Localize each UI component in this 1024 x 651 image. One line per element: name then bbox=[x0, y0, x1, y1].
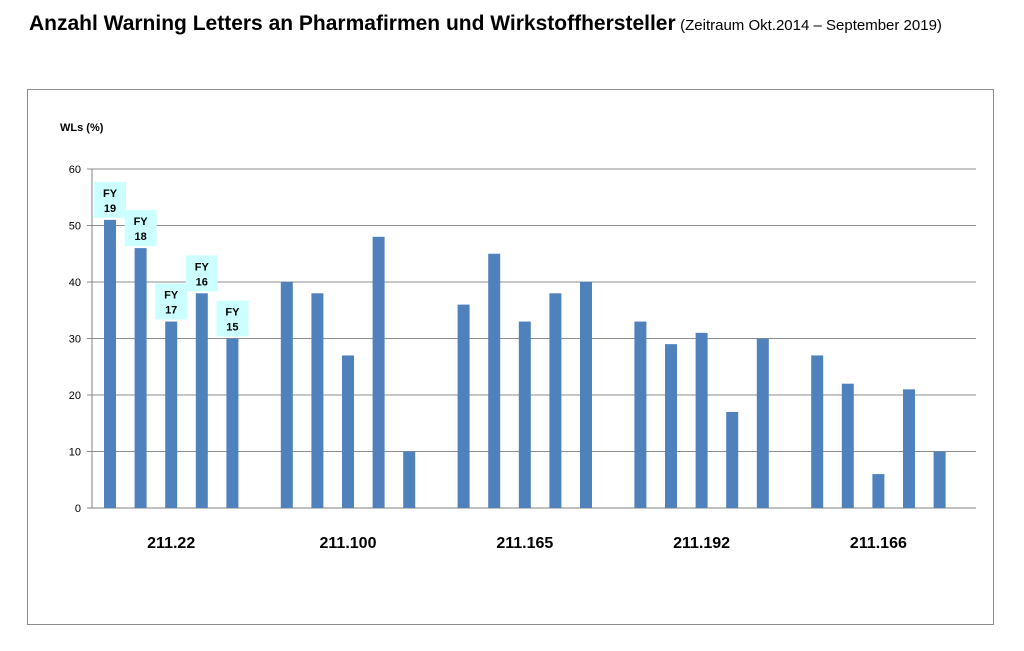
bar-label-box bbox=[94, 181, 126, 218]
bar bbox=[665, 344, 677, 508]
bar bbox=[634, 321, 647, 508]
chart-title: Anzahl Warning Letters an Pharmafirmen u… bbox=[29, 12, 942, 36]
bar bbox=[933, 451, 946, 508]
chart-frame: 0 10 20 30 40 50 60 FY 19 FY 18 FY 17 FY 16 FY 15 211.2… bbox=[27, 89, 994, 625]
y-tick-label: 0 bbox=[75, 503, 81, 515]
bar-label: FY bbox=[103, 188, 118, 200]
category-label: 211.165 bbox=[496, 535, 553, 552]
bar bbox=[372, 236, 385, 509]
bar-label: 15 bbox=[226, 322, 238, 334]
bar-label-box bbox=[216, 300, 249, 337]
bar-label: 17 bbox=[165, 305, 177, 317]
bar bbox=[695, 332, 708, 508]
bar bbox=[756, 338, 769, 508]
y-tick-label: 10 bbox=[69, 447, 81, 459]
bar-label: FY bbox=[164, 290, 179, 302]
bar-label: FY bbox=[134, 216, 149, 228]
bar bbox=[104, 219, 116, 508]
category-label: 211.100 bbox=[320, 535, 377, 552]
bars bbox=[104, 219, 946, 509]
y-tick-label: 20 bbox=[69, 390, 81, 402]
y-tick-label: 50 bbox=[69, 221, 81, 233]
bar bbox=[457, 304, 470, 508]
bar bbox=[580, 282, 592, 508]
bar bbox=[518, 321, 531, 508]
bar-labels: FY 19 FY 18 FY 17 FY 16 FY 15 bbox=[94, 181, 249, 337]
bar-chart: 0 10 20 30 40 50 60 FY 19 FY 18 FY 17 FY 16 FY 15 211.2… bbox=[60, 122, 976, 552]
bar bbox=[841, 383, 854, 508]
bar bbox=[311, 293, 324, 508]
bar bbox=[726, 411, 739, 508]
bar bbox=[134, 248, 147, 508]
bar bbox=[872, 474, 885, 508]
bar bbox=[488, 253, 501, 508]
y-tick-label: 30 bbox=[69, 334, 81, 346]
bar bbox=[165, 321, 178, 508]
bar-label-box bbox=[124, 210, 157, 247]
bar-label: 16 bbox=[196, 276, 208, 288]
bar-label: FY bbox=[225, 307, 240, 319]
category-label: 211.166 bbox=[850, 535, 907, 552]
bar-label: 18 bbox=[134, 231, 146, 243]
bar-label: FY bbox=[195, 261, 210, 273]
chart-subtitle: (Zeitraum Okt.2014 – September 2019) bbox=[680, 17, 942, 34]
bar-label-box bbox=[185, 255, 218, 292]
bar bbox=[226, 338, 239, 508]
bar bbox=[811, 355, 824, 508]
bar bbox=[280, 282, 293, 508]
chart-title-main: Anzahl Warning Letters an Pharmafirmen u… bbox=[29, 12, 676, 35]
y-tick-label: 60 bbox=[69, 164, 81, 176]
bar-label: 19 bbox=[104, 203, 116, 215]
bar bbox=[549, 293, 562, 508]
category-label: 211.192 bbox=[673, 535, 730, 552]
y-axis-ticks: 0 10 20 30 40 50 60 bbox=[69, 164, 81, 515]
y-axis-label: WLs (%) bbox=[60, 122, 104, 134]
bar bbox=[195, 293, 208, 508]
bar bbox=[403, 451, 416, 508]
category-labels: 211.22 211.100 211.165 211.192 211.166 bbox=[147, 535, 907, 552]
y-tick-label: 40 bbox=[69, 277, 81, 289]
bar bbox=[342, 355, 354, 508]
bar-label-box bbox=[155, 283, 188, 320]
bar bbox=[903, 389, 915, 508]
category-label: 211.22 bbox=[147, 535, 195, 552]
